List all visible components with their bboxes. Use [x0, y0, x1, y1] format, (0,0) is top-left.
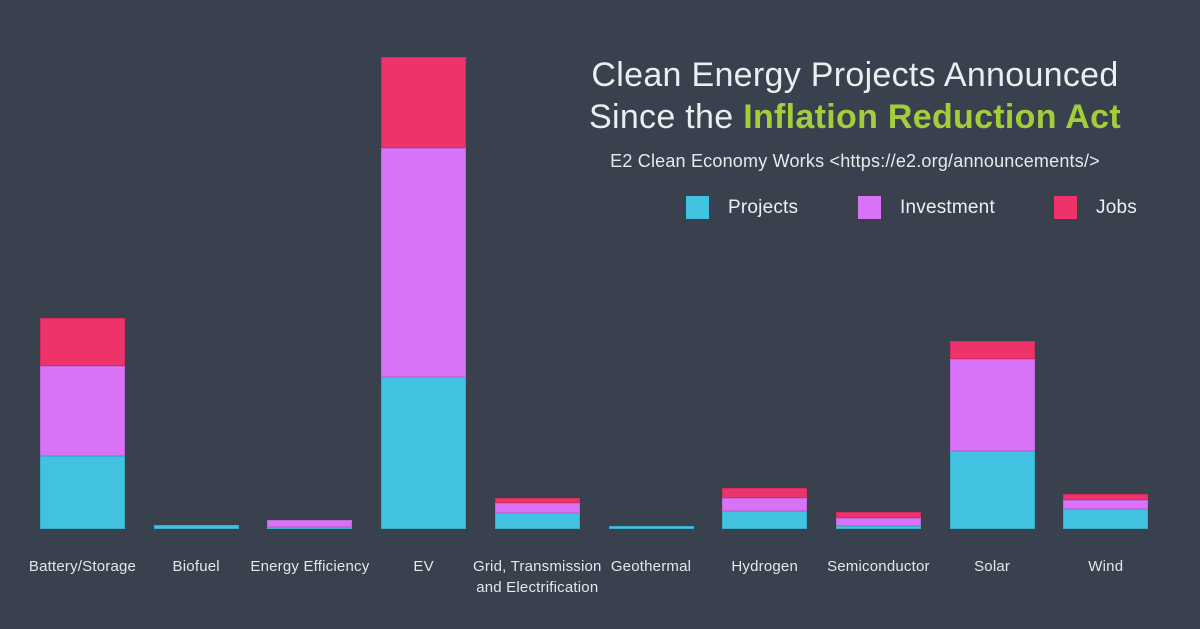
category-label-wind: Wind	[1088, 558, 1124, 575]
bar-segment-ev-projects	[381, 377, 467, 529]
category-label-ev: EV	[413, 558, 434, 575]
bar-segment-battery-storage-investment	[40, 366, 125, 456]
bar-grid-transmission-and-electrification	[494, 498, 580, 529]
bar-biofuel	[153, 525, 239, 529]
bar-segment-wind-projects	[1063, 509, 1149, 529]
legend-label-projects: Projects	[728, 196, 799, 218]
title-line-1-text: Clean Energy Projects Announced	[591, 56, 1119, 94]
bar-segment-semiconductor-investment	[835, 518, 921, 526]
bar-segment-grid-transmission-and-electrification-jobs	[494, 498, 580, 503]
bar-segment-grid-transmission-and-electrification-investment	[494, 503, 580, 513]
legend-item-jobs: Jobs	[1054, 196, 1137, 219]
title-line-2-highlight: Inflation Reduction Act	[743, 98, 1121, 136]
bar-segment-energy-efficiency-projects	[267, 527, 353, 529]
title-line-1: Clean Energy Projects Announced	[510, 54, 1200, 96]
bar-geothermal	[608, 526, 694, 529]
legend-label-investment: Investment	[900, 196, 995, 218]
bar-segment-wind-jobs	[1063, 494, 1149, 500]
bar-energy-efficiency	[267, 520, 353, 529]
bar-segment-semiconductor-jobs	[835, 512, 921, 518]
legend-item-projects: Projects	[686, 196, 798, 219]
category-label-solar: Solar	[974, 558, 1011, 575]
bar-hydrogen	[722, 488, 808, 529]
bar-segment-energy-efficiency-investment	[267, 520, 353, 527]
bar-segment-semiconductor-projects	[835, 526, 921, 529]
category-label-hydrogen: Hydrogen	[731, 558, 798, 575]
bar-battery-storage	[40, 318, 125, 529]
bar-segment-solar-jobs	[949, 341, 1035, 359]
bar-segment-ev-investment	[381, 148, 467, 377]
category-label-battery-storage: Battery/Storage	[28, 558, 137, 575]
bar-segment-solar-investment	[949, 359, 1035, 451]
legend-label-jobs: Jobs	[1096, 196, 1137, 218]
bar-segment-wind-investment	[1063, 500, 1149, 509]
bar-segment-hydrogen-projects	[722, 511, 808, 529]
category-label-semiconductor: Semiconductor	[827, 558, 930, 575]
bar-semiconductor	[835, 512, 921, 529]
bar-segment-ev-jobs	[381, 57, 467, 148]
bar-wind	[1063, 494, 1149, 529]
legend-swatch-investment	[858, 196, 881, 219]
bar-segment-battery-storage-projects	[40, 456, 125, 529]
bar-ev	[381, 57, 467, 529]
category-label-geothermal: Geothermal	[610, 558, 692, 575]
legend-swatch-projects	[686, 196, 709, 219]
title-line-2: Since the Inflation Reduction Act	[510, 96, 1200, 138]
subtitle-source-credit: E2 Clean Economy Works <https://e2.org/a…	[610, 151, 1100, 171]
bar-segment-biofuel-projects	[153, 525, 239, 529]
bar-segment-hydrogen-investment	[722, 498, 808, 511]
legend-item-investment: Investment	[858, 196, 995, 219]
category-label-grid-transmission-and-electrification: Grid, Transmission and Electrification	[472, 558, 602, 596]
bar-segment-solar-projects	[949, 451, 1035, 529]
bar-solar	[949, 341, 1035, 529]
bar-segment-battery-storage-jobs	[40, 318, 125, 366]
bar-segment-geothermal-projects	[608, 526, 694, 529]
category-label-biofuel: Biofuel	[172, 558, 220, 575]
legend-swatch-jobs	[1054, 196, 1077, 219]
category-label-energy-efficiency: Energy Efficiency	[250, 558, 370, 575]
page-title: Clean Energy Projects Announced Since th…	[510, 54, 1200, 138]
title-line-2-prefix: Since the	[589, 98, 744, 136]
bar-segment-hydrogen-jobs	[722, 488, 808, 498]
bar-segment-grid-transmission-and-electrification-projects	[494, 513, 580, 529]
